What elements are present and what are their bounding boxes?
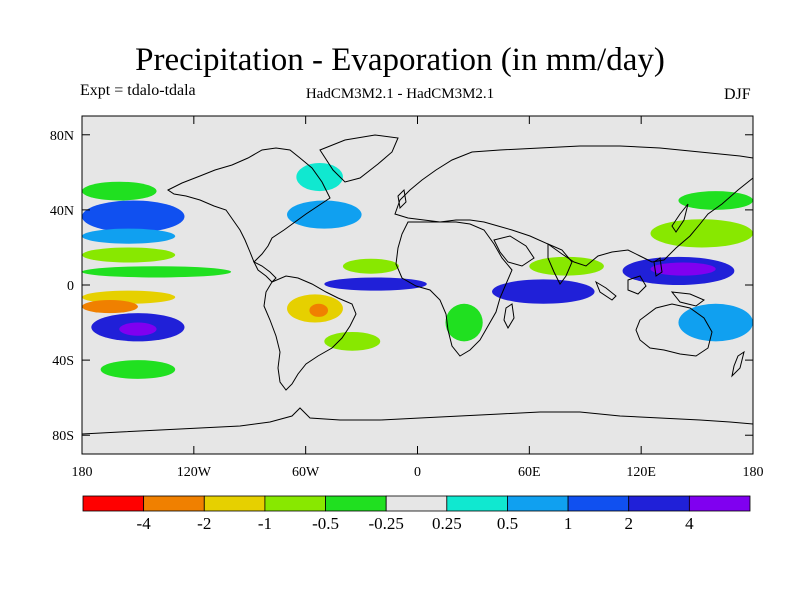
coast-sumatra	[594, 280, 617, 301]
colorbar-swatch-10	[688, 495, 751, 512]
coast-india	[547, 243, 573, 285]
colorbar-swatch-2	[203, 495, 266, 512]
field-region-17	[492, 279, 595, 304]
coast-antarctica	[82, 407, 753, 435]
coast-japan	[671, 203, 689, 233]
x-tick-label-4: 60E	[518, 465, 541, 480]
colorbar-label-6: 0.5	[497, 514, 518, 533]
colorbar-label-7: 1	[564, 514, 573, 533]
colorbar-label-4: -0.25	[368, 514, 403, 533]
field-region-19	[445, 303, 483, 342]
field-region-9	[287, 200, 362, 229]
x-tick-label-2: 60W	[292, 465, 320, 480]
field-region-12	[342, 258, 399, 274]
field-region-6	[82, 300, 138, 314]
colorbar-label-1: -2	[197, 514, 211, 533]
field-region-22	[650, 219, 753, 248]
coast-uk	[397, 188, 407, 210]
field-region-15	[324, 331, 381, 351]
season-label: DJF	[724, 86, 751, 103]
field-region-24	[678, 303, 753, 342]
colorbar-swatch-0	[82, 495, 145, 512]
field-region-0	[82, 200, 185, 233]
field-region-23	[678, 191, 753, 210]
colorbar-swatch-3	[264, 495, 326, 512]
field-region-8	[119, 322, 157, 336]
coastlines	[82, 134, 753, 435]
field-region-1	[82, 228, 176, 244]
y-tick-label-4: 80S	[52, 429, 74, 444]
coast-new-zealand	[731, 350, 745, 378]
chart-title: Precipitation - Evaporation (in mm/day)	[135, 42, 665, 78]
model-label: HadCM3M2.1 - HadCM3M2.1	[305, 86, 495, 102]
field-region-14	[309, 303, 329, 317]
colorbar-swatch-5	[385, 495, 448, 512]
colorbar-swatch-8	[567, 495, 630, 512]
field-region-4	[82, 266, 232, 278]
field-region-21	[650, 262, 716, 276]
coast-australia	[635, 303, 713, 357]
y-tick-label-3: 40S	[52, 354, 74, 369]
colorbar-label-9: 4	[685, 514, 694, 533]
coast-arabia	[493, 235, 535, 267]
coast-madagascar	[503, 303, 515, 330]
coast-borneo	[627, 275, 647, 295]
y-tick-label-0: 80N	[50, 129, 74, 144]
field-region-16	[100, 360, 176, 379]
colorbar-swatch-4	[325, 495, 387, 512]
colorbar-label-2: -1	[258, 514, 272, 533]
coast-south-america	[263, 275, 357, 391]
pe-field	[82, 162, 753, 379]
x-tick-label-1: 120W	[177, 465, 212, 480]
y-tick-label-2: 0	[67, 279, 74, 294]
field-region-11	[324, 277, 427, 291]
axis-ticks: 180 120W 60W 0 60E 120E 180 80N 40N 0 40S 80S	[50, 116, 764, 480]
colorbar-swatch-6	[446, 495, 508, 512]
colorbar: -4 -2 -1 -0.5 -0.25 0.25 0.5 1 2 4	[82, 495, 751, 533]
colorbar-label-3: -0.5	[312, 514, 339, 533]
coast-north-america	[167, 147, 331, 263]
x-tick-label-5: 120E	[626, 465, 656, 480]
experiment-label: Expt = tdalo-tdala	[80, 82, 196, 99]
x-tick-label-6: 180	[743, 465, 764, 480]
y-tick-label-1: 40N	[50, 204, 74, 219]
field-region-18	[529, 256, 604, 276]
field-region-3	[82, 247, 176, 263]
colorbar-label-8: 2	[624, 514, 633, 533]
x-tick-label-3: 0	[414, 465, 421, 480]
x-tick-label-0: 180	[72, 465, 93, 480]
colorbar-label-5: 0.25	[432, 514, 462, 533]
coast-philippines	[653, 257, 663, 277]
colorbar-label-0: -4	[137, 514, 152, 533]
colorbar-swatch-7	[507, 495, 569, 512]
colorbar-swatch-9	[628, 495, 690, 512]
coast-africa	[395, 221, 513, 357]
field-region-10	[296, 162, 343, 192]
colorbar-swatch-1	[143, 495, 205, 512]
field-region-2	[82, 181, 157, 201]
coast-central-america	[252, 260, 277, 283]
coast-new-guinea	[670, 291, 705, 307]
coast-greenland	[319, 134, 399, 183]
coast-eurasia	[394, 145, 753, 267]
